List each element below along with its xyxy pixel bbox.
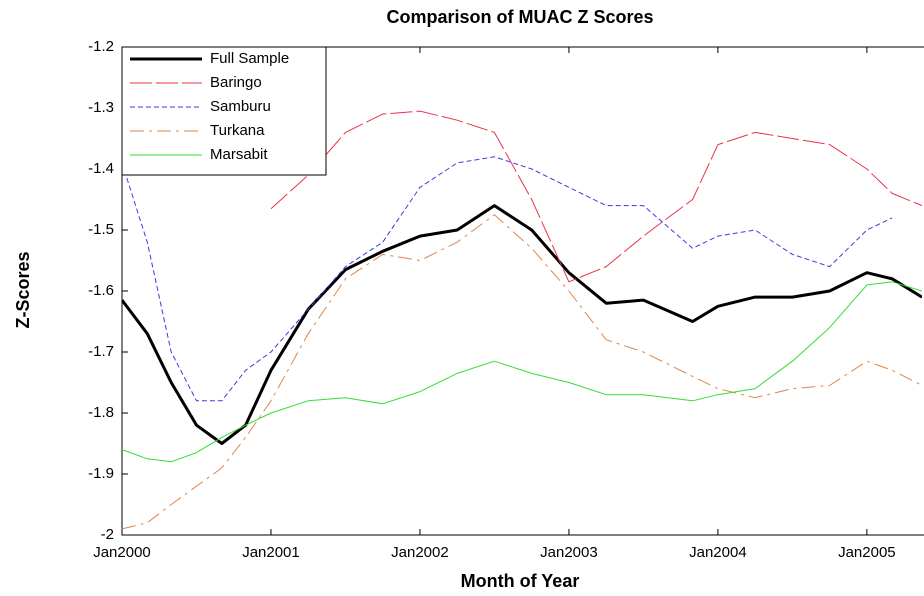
legend-label: Marsabit	[210, 146, 268, 163]
x-tick-label: Jan2005	[838, 544, 896, 561]
y-tick-label: -1.7	[88, 343, 114, 360]
series-line	[122, 204, 922, 445]
legend-label: Samburu	[210, 98, 271, 115]
y-tick-label: -1.5	[88, 221, 114, 238]
series-line	[122, 156, 893, 402]
x-tick-label: Jan2003	[540, 544, 598, 561]
legend-box	[121, 46, 327, 176]
x-tick-label: Jan2004	[689, 544, 747, 561]
y-tick-label: -1.3	[88, 99, 114, 116]
x-axis-label: Month of Year	[461, 571, 580, 591]
x-tick-label: Jan2001	[242, 544, 300, 561]
legend-label: Baringo	[210, 74, 262, 91]
y-tick-label: -1.6	[88, 282, 114, 299]
y-axis-label: Z-Scores	[13, 251, 33, 328]
chart-title: Comparison of MUAC Z Scores	[386, 7, 653, 27]
y-tick-label: -1.4	[88, 160, 114, 177]
legend-label: Full Sample	[210, 50, 289, 67]
x-tick-label: Jan2002	[391, 544, 449, 561]
y-tick-label: -1.9	[88, 465, 114, 482]
series-line	[122, 214, 922, 530]
y-tick-label: -1.8	[88, 404, 114, 421]
series-line	[270, 110, 922, 283]
series-line	[122, 281, 922, 463]
y-tick-label: -2	[101, 526, 114, 543]
x-tick-label: Jan2000	[93, 544, 151, 561]
plot-lines	[122, 110, 922, 530]
y-tick-label: -1.2	[88, 38, 114, 55]
legend-label: Turkana	[210, 122, 265, 139]
